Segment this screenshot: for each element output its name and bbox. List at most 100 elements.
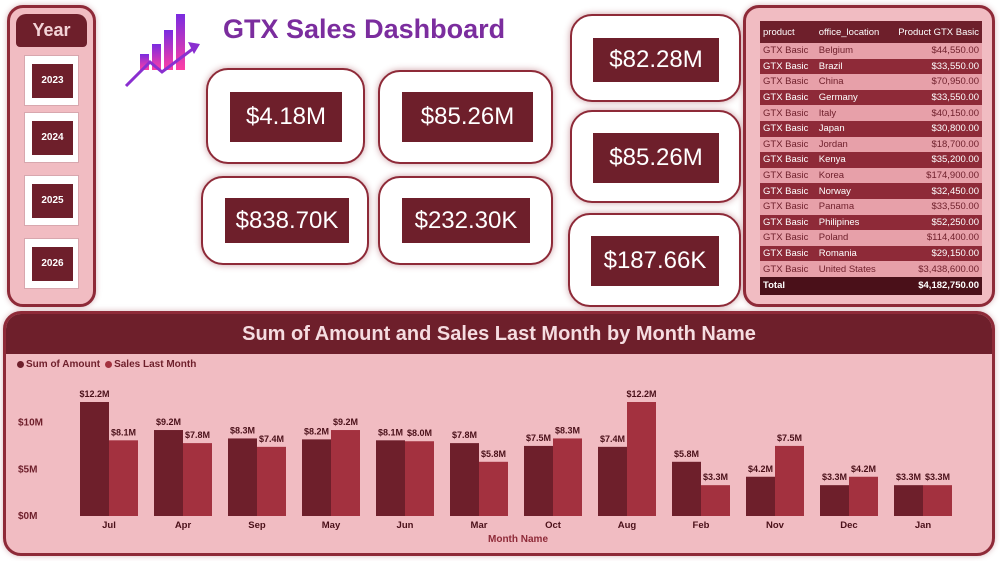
data-label: $7.8M	[452, 430, 477, 440]
cell-product-gtx-basic: $174,900.00	[887, 167, 982, 184]
bar-sum-of-amount[interactable]	[672, 461, 701, 516]
cell-product: GTX Basic	[760, 105, 816, 121]
chart-legend: Sum of Amount Sales Last Month	[17, 359, 198, 370]
data-label: $7.4M	[600, 434, 625, 444]
dashboard-title: GTX Sales Dashboard	[223, 14, 506, 44]
year-option-2023[interactable]: 2023	[24, 55, 79, 106]
total-value: $4,182,750.00	[887, 276, 982, 295]
table-row[interactable]: GTX Basic Romania $29,150.00	[760, 245, 982, 262]
bar-sum-of-amount[interactable]	[746, 476, 775, 516]
data-label: $3.3M	[822, 472, 847, 482]
bar-sales-last-month[interactable]	[405, 441, 434, 516]
x-tick-label: May	[322, 520, 341, 531]
cell-office-location: Japan	[815, 120, 888, 137]
bar-sales-last-month[interactable]	[331, 430, 360, 516]
bar-sales-last-month[interactable]	[775, 445, 804, 516]
table-row[interactable]: GTX Basic Korea $174,900.00	[760, 167, 982, 184]
bar-sum-of-amount[interactable]	[302, 439, 331, 516]
legend-dot-icon	[105, 361, 113, 368]
cell-product-gtx-basic: $52,250.00	[887, 214, 982, 231]
data-label: $12.2M	[79, 389, 109, 399]
bar-sales-last-month[interactable]	[109, 440, 138, 516]
table-row[interactable]: GTX Basic Jordan $18,700.00	[760, 136, 982, 153]
cell-product-gtx-basic: $18,700.00	[887, 136, 982, 153]
bar-sum-of-amount[interactable]	[894, 485, 923, 516]
data-label: $8.0M	[407, 428, 432, 438]
bar-sales-last-month[interactable]	[553, 438, 582, 516]
table-header-row: product office_location Product GTX Basi…	[760, 21, 982, 43]
kpi-value: $82.28M	[593, 38, 719, 82]
bar-sales-last-month[interactable]	[257, 446, 286, 516]
column-header-product-gtx-basic[interactable]: Product GTX Basic	[887, 21, 982, 43]
cell-product: GTX Basic	[760, 245, 816, 262]
year-option-label: 2026	[32, 247, 73, 281]
y-tick-label: $10M	[18, 418, 43, 429]
table-row[interactable]: GTX Basic Japan $30,800.00	[760, 120, 982, 137]
cell-office-location: China	[815, 74, 888, 90]
cell-product-gtx-basic: $33,550.00	[887, 198, 982, 215]
bar-sales-last-month[interactable]	[479, 461, 508, 516]
table-row[interactable]: GTX Basic Panama $33,550.00	[760, 198, 982, 215]
cell-product-gtx-basic: $44,550.00	[887, 43, 982, 59]
table-row[interactable]: GTX Basic Norway $32,450.00	[760, 183, 982, 199]
chart-title: Sum of Amount and Sales Last Month by Mo…	[6, 314, 992, 354]
bar-sum-of-amount[interactable]	[598, 446, 627, 516]
year-option-2025[interactable]: 2025	[24, 175, 79, 226]
table-row[interactable]: GTX Basic United States $3,438,600.00	[760, 261, 982, 277]
cell-product: GTX Basic	[760, 198, 816, 215]
year-option-2026[interactable]: 2026	[24, 238, 79, 289]
bar-sum-of-amount[interactable]	[376, 440, 405, 516]
data-label: $8.3M	[230, 425, 255, 435]
rising-bar-chart-icon	[124, 14, 200, 88]
data-label: $5.8M	[481, 449, 506, 459]
bar-sum-of-amount[interactable]	[228, 438, 257, 516]
cell-product: GTX Basic	[760, 74, 816, 90]
data-label: $4.2M	[748, 464, 773, 474]
bar-sum-of-amount[interactable]	[524, 445, 553, 516]
x-tick-label: Mar	[471, 520, 488, 531]
column-header-office-location[interactable]: office_location	[815, 21, 888, 43]
table-row[interactable]: GTX Basic Kenya $35,200.00	[760, 152, 982, 168]
data-label: $12.2M	[626, 389, 656, 399]
table-row[interactable]: GTX Basic Philipines $52,250.00	[760, 214, 982, 231]
cell-product: GTX Basic	[760, 136, 816, 153]
year-option-2024[interactable]: 2024	[24, 112, 79, 163]
table-row[interactable]: GTX Basic China $70,950.00	[760, 74, 982, 90]
cell-product-gtx-basic: $33,550.00	[887, 58, 982, 75]
kpi-value: $838.70K	[225, 198, 349, 243]
bar-sum-of-amount[interactable]	[154, 430, 183, 516]
cell-product: GTX Basic	[760, 58, 816, 75]
total-spacer	[815, 276, 888, 295]
year-slicer: Year 2023 2024 2025 2026	[7, 5, 96, 307]
legend-item-sales-last-month[interactable]: Sales Last Month	[105, 359, 196, 370]
bar-sales-last-month[interactable]	[849, 476, 878, 516]
data-label: $7.5M	[526, 433, 551, 443]
table-row[interactable]: GTX Basic Italy $40,150.00	[760, 105, 982, 121]
year-slicer-title: Year	[16, 14, 87, 47]
data-label: $3.3M	[703, 472, 728, 482]
table-row[interactable]: GTX Basic Brazil $33,550.00	[760, 58, 982, 75]
x-tick-label: Jun	[397, 520, 414, 531]
x-tick-label: Jul	[102, 520, 116, 531]
bar-sum-of-amount[interactable]	[80, 402, 109, 516]
bar-sales-last-month[interactable]	[183, 443, 212, 516]
x-tick-label: Nov	[766, 520, 785, 531]
year-option-label: 2025	[32, 184, 73, 218]
bar-sales-last-month[interactable]	[923, 485, 952, 516]
cell-product: GTX Basic	[760, 120, 816, 137]
year-option-label: 2023	[32, 64, 73, 98]
bar-sales-last-month[interactable]	[627, 402, 656, 516]
table-row[interactable]: GTX Basic Poland $114,400.00	[760, 230, 982, 246]
bar-sum-of-amount[interactable]	[450, 443, 479, 516]
bar-sum-of-amount[interactable]	[820, 485, 849, 516]
legend-dot-icon	[17, 361, 24, 368]
column-header-product[interactable]: product	[760, 21, 816, 43]
table-row[interactable]: GTX Basic Belgium $44,550.00	[760, 43, 982, 59]
kpi-value: $232.30K	[402, 198, 530, 243]
table-row[interactable]: GTX Basic Germany $33,550.00	[760, 89, 982, 106]
x-tick-label: Aug	[618, 520, 637, 531]
legend-item-sum-of-amount[interactable]: Sum of Amount	[17, 359, 100, 370]
kpi-value: $187.66K	[591, 236, 719, 286]
kpi-card-2: $85.26M	[378, 70, 553, 164]
bar-sales-last-month[interactable]	[701, 485, 730, 516]
